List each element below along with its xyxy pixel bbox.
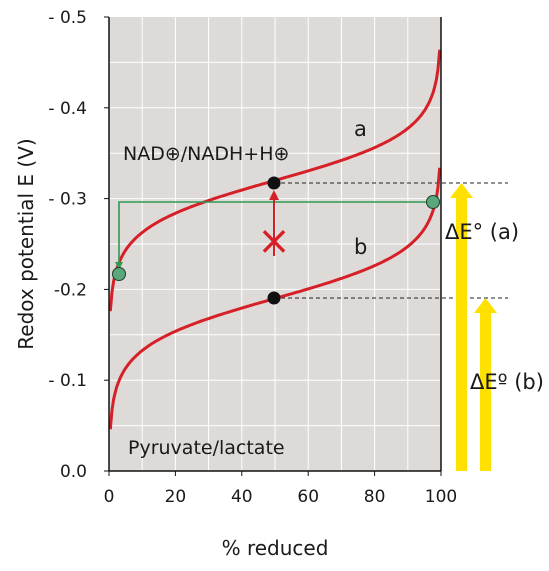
y-tick-label: - 0.1 xyxy=(48,371,87,391)
curve-b-label: b xyxy=(354,235,367,259)
curve-a-label: a xyxy=(354,117,367,141)
delta-e-a-arrow xyxy=(450,183,473,471)
delta-e-b-label: ΔEº (b) xyxy=(470,370,544,394)
y-tick-label: - 0.5 xyxy=(48,8,87,28)
y-tick-label: - 0.4 xyxy=(48,99,87,119)
green-point-right xyxy=(426,195,440,209)
nad-label: NAD⊕/NADH+H⊕ xyxy=(123,143,289,165)
midpoint-a-marker xyxy=(267,176,281,190)
x-tick-label: 0 xyxy=(104,487,115,507)
y-tick-label: 0.0 xyxy=(60,462,87,482)
delta-e-a-label: ΔE° (a) xyxy=(445,220,519,244)
x-tick-label: 20 xyxy=(165,487,187,507)
green-point-left xyxy=(112,267,126,281)
y-tick-labels: 0.0 - 0.1 -0.2 - 0.3 - 0.4 - 0.5 xyxy=(48,8,87,482)
x-tick-label: 40 xyxy=(231,487,253,507)
x-tick-label: 80 xyxy=(364,487,386,507)
x-tick-labels: 0 20 40 60 80 100 xyxy=(104,487,458,507)
tick-marks xyxy=(104,16,442,476)
y-tick-label: - 0.3 xyxy=(48,190,87,210)
y-tick-label: -0.2 xyxy=(54,280,87,300)
midpoint-b-marker xyxy=(267,291,281,305)
x-tick-label: 100 xyxy=(425,487,457,507)
x-tick-label: 60 xyxy=(297,487,319,507)
green-transfer-line xyxy=(115,201,433,270)
x-axis-label: % reduced xyxy=(222,536,329,560)
pyruvate-label: Pyruvate/lactate xyxy=(128,437,285,459)
y-axis-label: Redox potential E (V) xyxy=(14,138,38,349)
delta-e-b-arrow xyxy=(474,298,497,471)
cross-mark: × xyxy=(257,218,291,264)
